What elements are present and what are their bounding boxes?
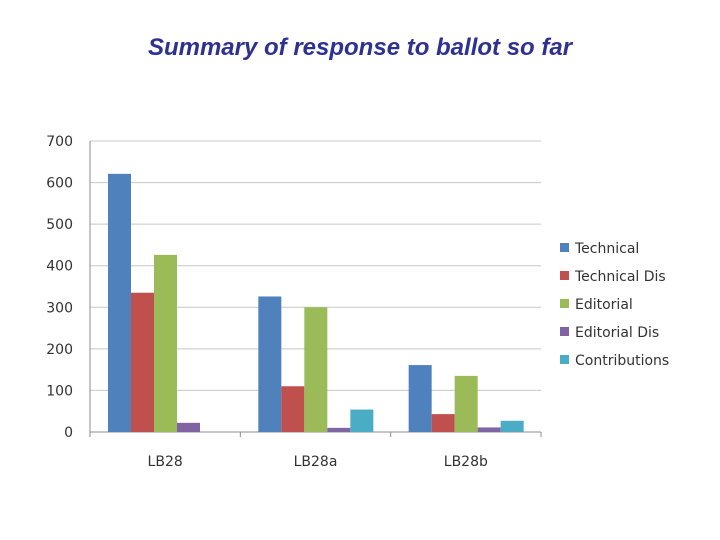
slide-title: Summary of response to ballot so far xyxy=(147,34,573,61)
legend-label: Editorial Dis xyxy=(575,325,659,341)
y-tick-label: 600 xyxy=(46,176,73,192)
x-tick-label: LB28b xyxy=(444,454,488,470)
bars xyxy=(108,173,524,432)
legend-label: Technical xyxy=(574,241,639,257)
legend-swatch xyxy=(560,327,569,336)
bar xyxy=(431,414,455,432)
bar xyxy=(327,427,351,432)
bar xyxy=(454,375,478,432)
y-tick-label: 200 xyxy=(46,342,73,358)
x-axis: LB28 LB28a LB28b xyxy=(89,431,542,470)
bar xyxy=(108,173,131,432)
y-tick-label: 0 xyxy=(64,425,73,441)
bar xyxy=(304,307,328,432)
x-tick-label: LB28 xyxy=(148,454,183,470)
legend-swatch xyxy=(560,355,569,364)
y-tick-label: 300 xyxy=(46,300,73,316)
y-tick-label: 700 xyxy=(46,134,73,150)
bar xyxy=(350,409,374,432)
legend-swatch xyxy=(560,299,569,308)
bar xyxy=(258,296,282,432)
y-tick-label: 500 xyxy=(46,217,73,233)
legend-label: Contributions xyxy=(575,353,669,369)
bar xyxy=(408,365,432,432)
bar xyxy=(177,422,200,432)
legend-label: Technical Dis xyxy=(574,269,666,285)
legend-swatch xyxy=(560,271,569,280)
bar xyxy=(131,292,154,432)
legend-swatch xyxy=(560,243,569,252)
bar xyxy=(500,420,524,432)
bar xyxy=(281,386,305,432)
legend: Technical Technical Dis Editorial Editorial… xyxy=(560,241,669,369)
x-tick-label: LB28a xyxy=(294,454,338,470)
bar xyxy=(154,254,177,432)
legend-label: Editorial xyxy=(575,297,633,313)
y-tick-label: 100 xyxy=(46,383,73,399)
bar xyxy=(477,427,501,432)
y-tick-label: 400 xyxy=(46,259,73,275)
y-axis: 0 100 200 300 400 500 600 700 xyxy=(46,134,91,441)
